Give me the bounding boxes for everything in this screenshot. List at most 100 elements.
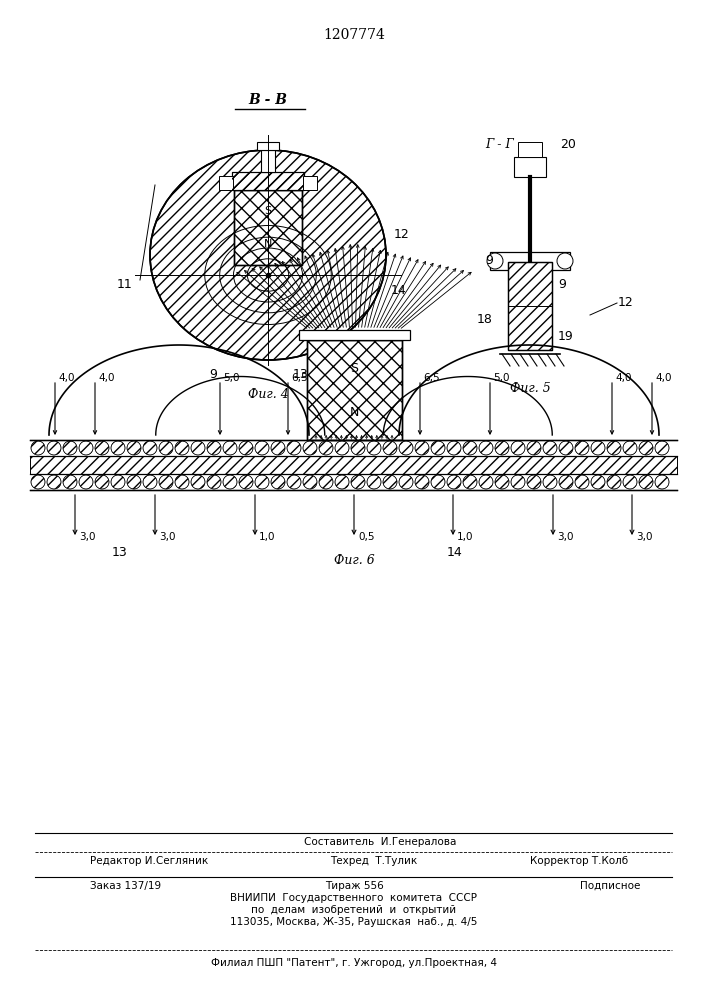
Text: Филиал ПШП "Патент", г. Ужгород, ул.Проектная, 4: Филиал ПШП "Патент", г. Ужгород, ул.Прое… xyxy=(211,958,497,968)
Ellipse shape xyxy=(143,441,157,455)
Ellipse shape xyxy=(415,475,429,489)
Ellipse shape xyxy=(351,475,365,489)
Ellipse shape xyxy=(575,441,589,455)
Bar xyxy=(514,157,546,177)
Text: 9: 9 xyxy=(209,368,217,381)
Ellipse shape xyxy=(127,441,141,455)
Ellipse shape xyxy=(287,475,301,489)
Text: Подписное: Подписное xyxy=(580,881,641,891)
Ellipse shape xyxy=(367,441,381,455)
Ellipse shape xyxy=(95,441,109,455)
Ellipse shape xyxy=(463,441,477,455)
Ellipse shape xyxy=(31,441,45,455)
Bar xyxy=(30,456,677,474)
Ellipse shape xyxy=(639,475,653,489)
Text: 12: 12 xyxy=(394,229,410,241)
Ellipse shape xyxy=(479,441,493,455)
Bar xyxy=(508,262,552,350)
Ellipse shape xyxy=(287,441,301,455)
Bar xyxy=(232,172,304,190)
Bar xyxy=(257,142,279,150)
Ellipse shape xyxy=(623,475,637,489)
Ellipse shape xyxy=(63,475,77,489)
Ellipse shape xyxy=(239,441,253,455)
Bar xyxy=(261,150,275,172)
Ellipse shape xyxy=(335,441,349,455)
Ellipse shape xyxy=(191,475,205,489)
Ellipse shape xyxy=(207,441,221,455)
Ellipse shape xyxy=(575,475,589,489)
Ellipse shape xyxy=(319,441,333,455)
Ellipse shape xyxy=(255,441,269,455)
Text: 20: 20 xyxy=(560,138,576,151)
Text: 3,0: 3,0 xyxy=(159,532,175,542)
Text: 1,0: 1,0 xyxy=(259,532,276,542)
Ellipse shape xyxy=(559,475,573,489)
Text: 11: 11 xyxy=(116,278,132,292)
Ellipse shape xyxy=(495,441,509,455)
Text: В - В: В - В xyxy=(248,93,288,107)
Ellipse shape xyxy=(175,475,189,489)
Ellipse shape xyxy=(479,475,493,489)
Text: 19: 19 xyxy=(558,330,574,343)
Ellipse shape xyxy=(207,475,221,489)
Text: Заказ 137/19: Заказ 137/19 xyxy=(90,881,161,891)
Text: N: N xyxy=(264,239,272,249)
Text: 1,0: 1,0 xyxy=(457,532,474,542)
Ellipse shape xyxy=(47,441,61,455)
Text: 3,0: 3,0 xyxy=(636,532,653,542)
Text: 6,5: 6,5 xyxy=(291,373,308,383)
Text: 0,5: 0,5 xyxy=(358,532,375,542)
Text: по  делам  изобретений  и  открытий: по делам изобретений и открытий xyxy=(252,905,457,915)
Bar xyxy=(307,340,402,440)
Ellipse shape xyxy=(31,475,45,489)
Text: S: S xyxy=(264,206,271,216)
Text: 9: 9 xyxy=(558,277,566,290)
Text: S: S xyxy=(350,361,358,374)
Text: 14: 14 xyxy=(391,284,407,296)
Text: 13: 13 xyxy=(112,546,128,558)
Text: Фиг. 4: Фиг. 4 xyxy=(247,388,288,401)
Text: 6,5: 6,5 xyxy=(423,373,440,383)
Text: 5,0: 5,0 xyxy=(493,373,510,383)
Ellipse shape xyxy=(159,441,173,455)
Ellipse shape xyxy=(655,475,669,489)
Bar xyxy=(219,176,233,190)
Bar xyxy=(30,456,677,474)
Ellipse shape xyxy=(399,441,413,455)
Text: Корректор Т.Колб: Корректор Т.Колб xyxy=(530,856,628,866)
Ellipse shape xyxy=(383,441,397,455)
Text: 3,0: 3,0 xyxy=(79,532,95,542)
Bar xyxy=(234,190,302,265)
Text: 4,0: 4,0 xyxy=(98,373,115,383)
Ellipse shape xyxy=(447,475,461,489)
Text: 9: 9 xyxy=(485,253,493,266)
Ellipse shape xyxy=(487,253,503,269)
Ellipse shape xyxy=(223,475,237,489)
Bar xyxy=(298,330,409,340)
Ellipse shape xyxy=(239,475,253,489)
Ellipse shape xyxy=(47,475,61,489)
Ellipse shape xyxy=(79,475,93,489)
Ellipse shape xyxy=(191,441,205,455)
Ellipse shape xyxy=(399,475,413,489)
Ellipse shape xyxy=(351,441,365,455)
Ellipse shape xyxy=(495,475,509,489)
Ellipse shape xyxy=(150,150,386,360)
Text: 5,0: 5,0 xyxy=(223,373,240,383)
Ellipse shape xyxy=(527,475,541,489)
Text: 4,0: 4,0 xyxy=(615,373,631,383)
Ellipse shape xyxy=(415,441,429,455)
Bar xyxy=(232,172,304,190)
Text: Редактор И.Сегляник: Редактор И.Сегляник xyxy=(90,856,209,866)
Text: Фиг. 6: Фиг. 6 xyxy=(334,554,375,566)
Ellipse shape xyxy=(367,475,381,489)
Ellipse shape xyxy=(463,475,477,489)
Ellipse shape xyxy=(431,475,445,489)
Text: Составитель  И.Генералова: Составитель И.Генералова xyxy=(304,837,456,847)
Ellipse shape xyxy=(175,441,189,455)
Ellipse shape xyxy=(63,441,77,455)
Ellipse shape xyxy=(127,475,141,489)
Ellipse shape xyxy=(527,441,541,455)
Bar xyxy=(232,172,304,190)
